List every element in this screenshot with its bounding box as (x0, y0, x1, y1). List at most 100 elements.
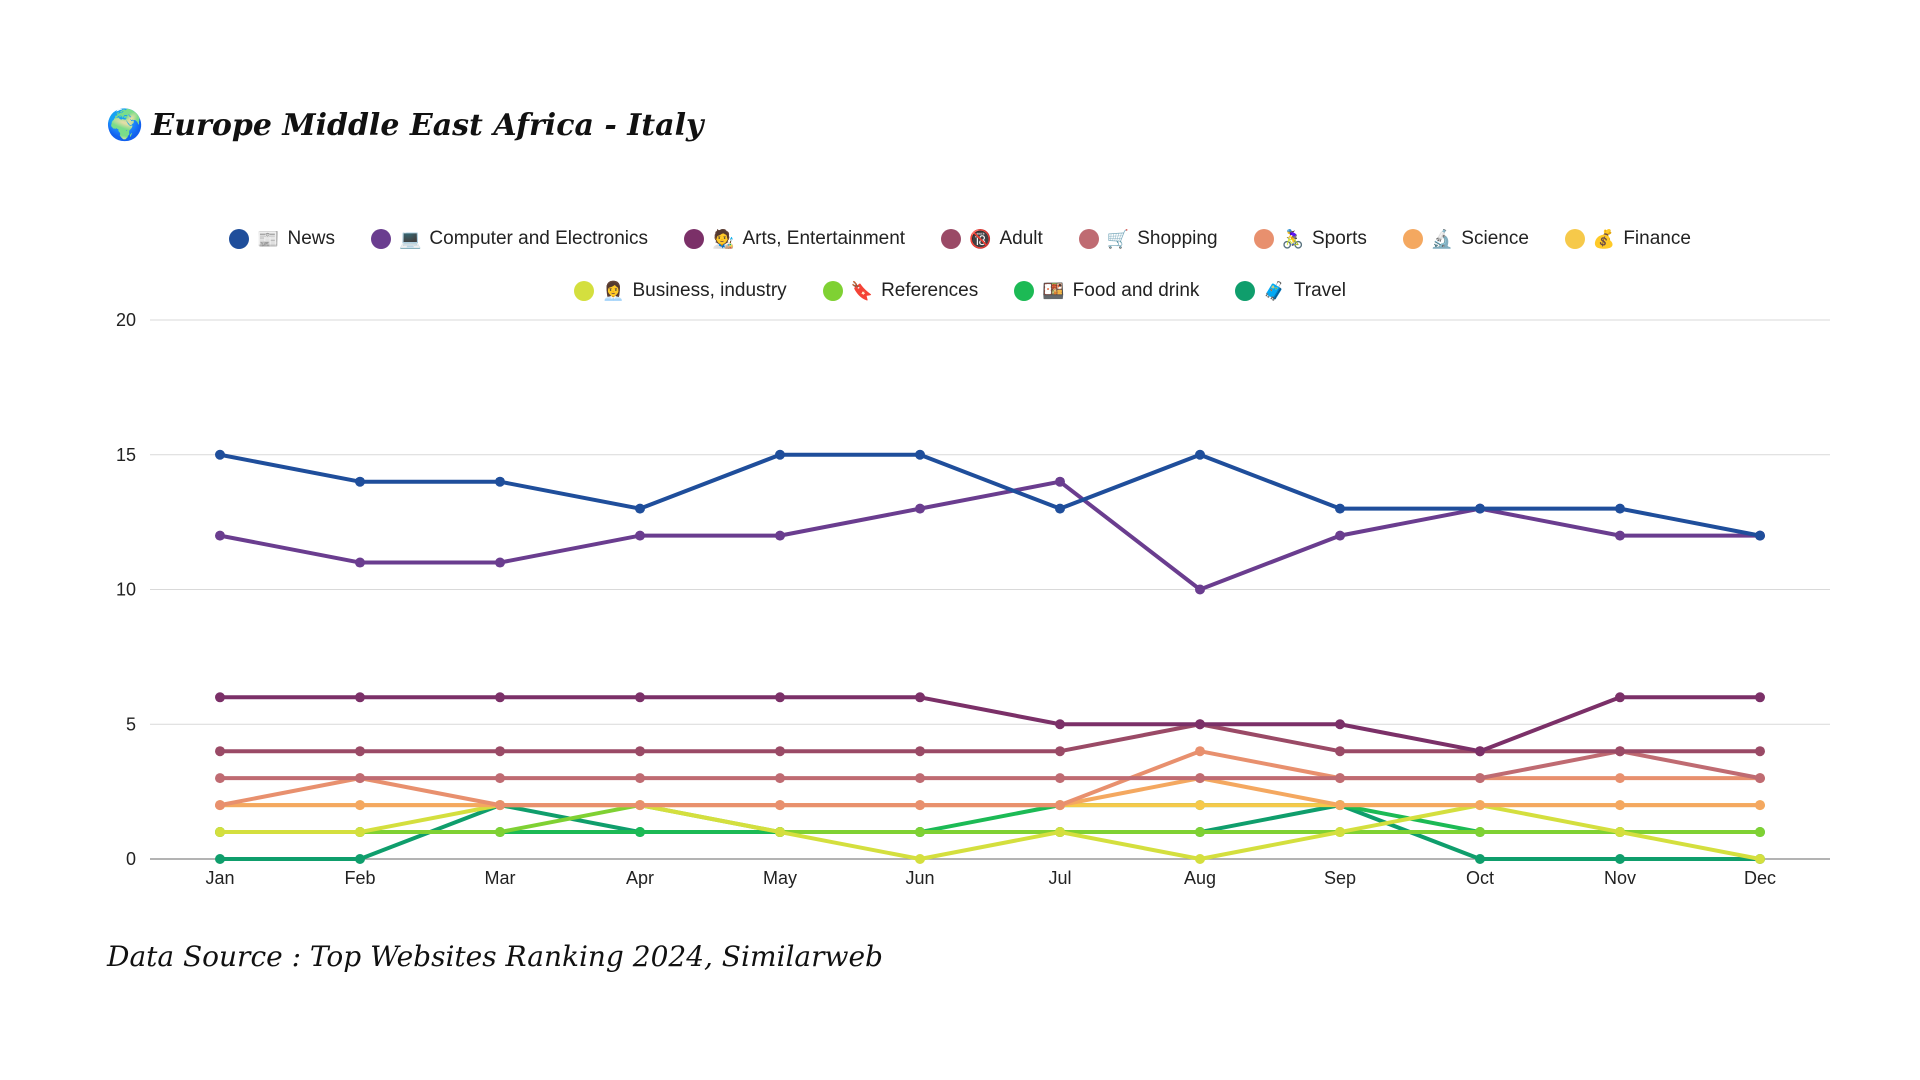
data-point[interactable] (1055, 503, 1065, 514)
data-point[interactable] (1055, 476, 1065, 487)
data-point[interactable] (1055, 719, 1065, 730)
data-point[interactable] (1615, 746, 1625, 757)
data-point[interactable] (495, 800, 505, 811)
data-point[interactable] (1475, 773, 1485, 784)
legend-item[interactable]: 🔞 Adult (941, 228, 1043, 250)
data-point[interactable] (1755, 746, 1765, 757)
data-point[interactable] (1615, 800, 1625, 811)
data-point[interactable] (1195, 773, 1205, 784)
data-point[interactable] (775, 530, 785, 541)
data-point[interactable] (1475, 503, 1485, 514)
data-point[interactable] (775, 827, 785, 838)
data-point[interactable] (1615, 773, 1625, 784)
data-point[interactable] (1195, 746, 1205, 757)
data-point[interactable] (1335, 503, 1345, 514)
legend-item[interactable]: 👩‍💼 Business, industry (574, 280, 787, 302)
series-line[interactable] (219, 452, 1761, 538)
data-point[interactable] (1475, 800, 1485, 811)
data-point[interactable] (215, 746, 225, 757)
series-line[interactable] (219, 479, 1760, 592)
data-point[interactable] (1615, 854, 1625, 864)
data-point[interactable] (355, 773, 365, 784)
legend-item[interactable]: 🔖 References (822, 280, 978, 302)
data-point[interactable] (215, 827, 225, 838)
data-point[interactable] (1755, 773, 1765, 784)
data-point[interactable] (1335, 530, 1345, 541)
data-point[interactable] (635, 503, 645, 514)
series-line[interactable] (220, 803, 1760, 835)
data-point[interactable] (1195, 800, 1205, 811)
data-point[interactable] (355, 746, 365, 757)
data-point[interactable] (915, 773, 925, 784)
data-point[interactable] (215, 692, 225, 703)
data-point[interactable] (215, 854, 225, 864)
data-point[interactable] (1195, 584, 1205, 595)
data-point[interactable] (1335, 719, 1345, 730)
data-point[interactable] (1195, 827, 1205, 838)
data-point[interactable] (215, 449, 225, 460)
data-point[interactable] (635, 827, 645, 838)
data-point[interactable] (915, 746, 925, 757)
legend-item[interactable]: 🔬 Science (1402, 228, 1529, 250)
legend-item[interactable]: 💻 Computer and Electronics (371, 228, 648, 250)
data-point[interactable] (1755, 827, 1765, 838)
data-point[interactable] (775, 800, 785, 811)
data-point[interactable] (1755, 800, 1765, 811)
data-point[interactable] (915, 854, 925, 864)
data-point[interactable] (495, 773, 505, 784)
data-point[interactable] (1055, 773, 1065, 784)
data-point[interactable] (1335, 827, 1345, 838)
data-point[interactable] (915, 503, 925, 514)
data-point[interactable] (355, 827, 365, 838)
series-line[interactable] (220, 803, 1760, 835)
data-point[interactable] (495, 476, 505, 487)
data-point[interactable] (1195, 719, 1205, 730)
data-point[interactable] (1335, 773, 1345, 784)
data-point[interactable] (1055, 800, 1065, 811)
data-point[interactable] (355, 800, 365, 811)
series-line[interactable] (220, 776, 1760, 808)
series-news[interactable] (215, 449, 1765, 541)
legend-item[interactable]: 💰 Finance (1564, 228, 1691, 250)
data-point[interactable] (1755, 854, 1765, 864)
data-point[interactable] (355, 692, 365, 703)
data-point[interactable] (915, 800, 925, 811)
legend-item[interactable]: 📰 News (229, 228, 335, 250)
series-arts-entertainment[interactable] (215, 692, 1765, 757)
data-point[interactable] (635, 692, 645, 703)
data-point[interactable] (1475, 827, 1485, 838)
data-point[interactable] (1475, 854, 1485, 864)
data-point[interactable] (495, 827, 505, 838)
data-point[interactable] (635, 530, 645, 541)
data-point[interactable] (1335, 746, 1345, 757)
data-point[interactable] (355, 476, 365, 487)
legend-item[interactable]: 🛒 Shopping (1078, 228, 1218, 250)
data-point[interactable] (915, 827, 925, 838)
data-point[interactable] (1615, 692, 1625, 703)
data-point[interactable] (1755, 692, 1765, 703)
data-point[interactable] (915, 449, 925, 460)
data-point[interactable] (355, 854, 365, 864)
series-line[interactable] (220, 695, 1760, 754)
data-point[interactable] (1195, 854, 1205, 864)
series-computer-and-electronics[interactable] (215, 476, 1765, 595)
series-adult[interactable] (215, 719, 1765, 757)
data-point[interactable] (1195, 449, 1205, 460)
data-point[interactable] (355, 557, 365, 568)
data-point[interactable] (215, 773, 225, 784)
data-point[interactable] (635, 746, 645, 757)
data-point[interactable] (1475, 746, 1485, 757)
series-line[interactable] (219, 749, 1760, 808)
legend-item[interactable]: 🧳 Travel (1235, 280, 1346, 302)
data-point[interactable] (775, 746, 785, 757)
data-point[interactable] (775, 692, 785, 703)
series-line[interactable] (220, 803, 1761, 861)
data-point[interactable] (1055, 827, 1065, 838)
data-point[interactable] (635, 773, 645, 784)
series-shopping[interactable] (215, 746, 1765, 784)
data-point[interactable] (1755, 530, 1765, 541)
data-point[interactable] (1615, 503, 1625, 514)
data-point[interactable] (635, 800, 645, 811)
data-point[interactable] (1335, 800, 1345, 811)
data-point[interactable] (215, 530, 225, 541)
